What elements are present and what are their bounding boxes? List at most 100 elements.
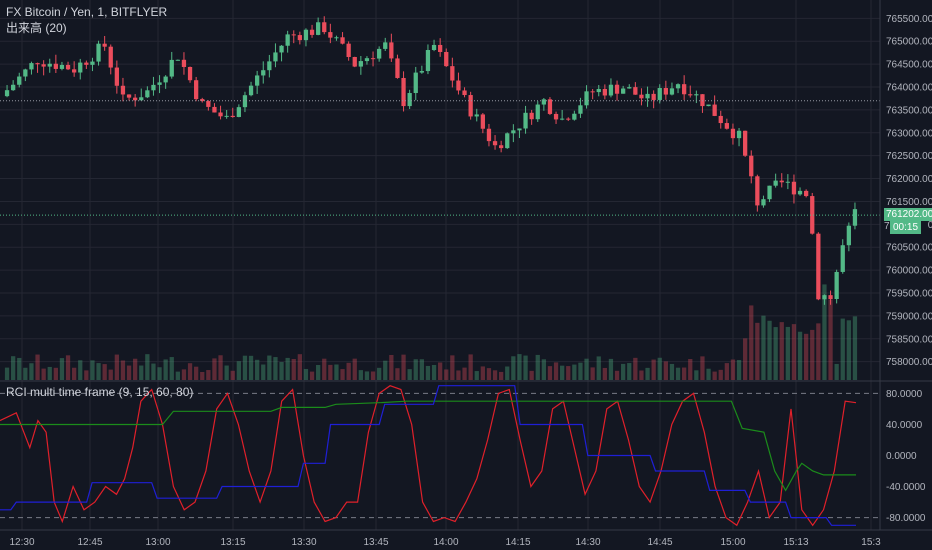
price-tick-label: 758000.00 [886,357,932,368]
candle-body [706,104,711,107]
volume-bar [755,322,760,380]
volume-bar [523,355,528,380]
candle-body [370,58,376,60]
volume-bar [572,364,577,380]
candle-body [669,88,675,95]
volume-bar [370,371,376,380]
volume-bar [767,320,772,380]
volume-bar [261,364,266,380]
volume-bar [285,357,290,380]
volume-bar [200,371,205,380]
volume-bar [791,324,797,380]
candle-body [486,128,492,142]
candle-body [560,118,565,120]
rci-tick-label: 80.0000 [886,389,923,400]
price-tick-label: 760500.00 [886,243,932,254]
candle-body [480,114,485,129]
volume-bar [65,355,71,380]
candle-body [608,84,614,96]
last-price-badge: 761202.00 [884,208,932,221]
price-tick-label: 758500.00 [886,334,932,345]
volume-bar [395,368,400,380]
volume-bar [505,366,510,380]
volume-bar [236,361,241,380]
candle-body [444,51,449,67]
candle-body [29,63,34,70]
candle-body [120,85,126,95]
volume-bar [72,367,77,380]
candle-body [285,34,290,46]
volume-bar [431,364,437,380]
volume-bar [639,370,644,380]
candle-body [163,76,168,83]
volume-bar [517,354,522,380]
candle-body [218,112,223,117]
volume-bar [346,362,351,380]
candle-body [267,61,272,71]
candle-body [407,93,412,107]
volume-bar [761,315,766,380]
x-tick-label: 13:45 [363,537,388,548]
x-tick-label: 13:30 [291,537,316,548]
volume-bar [712,371,717,380]
volume-bar [779,322,784,380]
volume-bar [59,358,65,380]
candle-body [474,114,479,117]
volume-bar [29,363,34,380]
volume-indicator-label: 出来高 (20) [6,21,67,35]
candle-body [389,42,394,59]
candle-body [572,113,577,120]
volume-bar [334,364,339,380]
symbol-title: FX Bitcoin / Yen, 1, BITFLYER [6,5,168,19]
candle-body [712,104,717,116]
price-tick-label: 765500.00 [886,14,932,25]
volume-bar [212,358,217,380]
volume-bar [578,362,583,380]
candle-body [517,128,522,131]
volume-bar [560,365,565,380]
volume-bar [602,367,607,380]
volume-bar [608,358,614,380]
candle-body [627,87,632,89]
candle-body [340,37,345,44]
candle-body [431,44,437,51]
candle-body [157,82,162,85]
volume-bar [4,367,10,380]
candle-body [413,72,418,94]
volume-bar [139,365,144,380]
candle-body [206,101,211,107]
x-tick-label: 12:45 [77,537,102,548]
candle-body [700,94,705,107]
rci-line-rci60 [0,385,856,526]
volume-bar [413,359,418,380]
volume-bar [175,371,180,380]
volume-bar [248,355,254,380]
volume-bar [90,360,95,380]
volume-bar [822,284,827,380]
candle-body [639,94,644,99]
candle-body [718,115,723,124]
candle-body [755,176,760,206]
volume-bar [450,355,455,380]
candle-body [59,64,65,69]
candle-body [535,104,540,120]
candle-body [425,50,431,72]
volume-bar [657,357,662,380]
volume-bar [736,360,742,380]
volume-bar [462,367,467,380]
volume-bar [206,370,211,380]
volume-bar [584,358,589,380]
volume-bar [474,371,479,380]
volume-bar [35,354,40,380]
x-tick-label: 12:30 [9,537,34,548]
candle-body [450,66,455,81]
candle-body [791,181,797,195]
candle-body [511,130,516,134]
candle-body [456,80,461,91]
candle-body [395,58,400,78]
volume-bar [120,360,126,380]
volume-bar [828,299,833,380]
volume-bar [456,370,461,380]
candle-body [78,62,83,73]
